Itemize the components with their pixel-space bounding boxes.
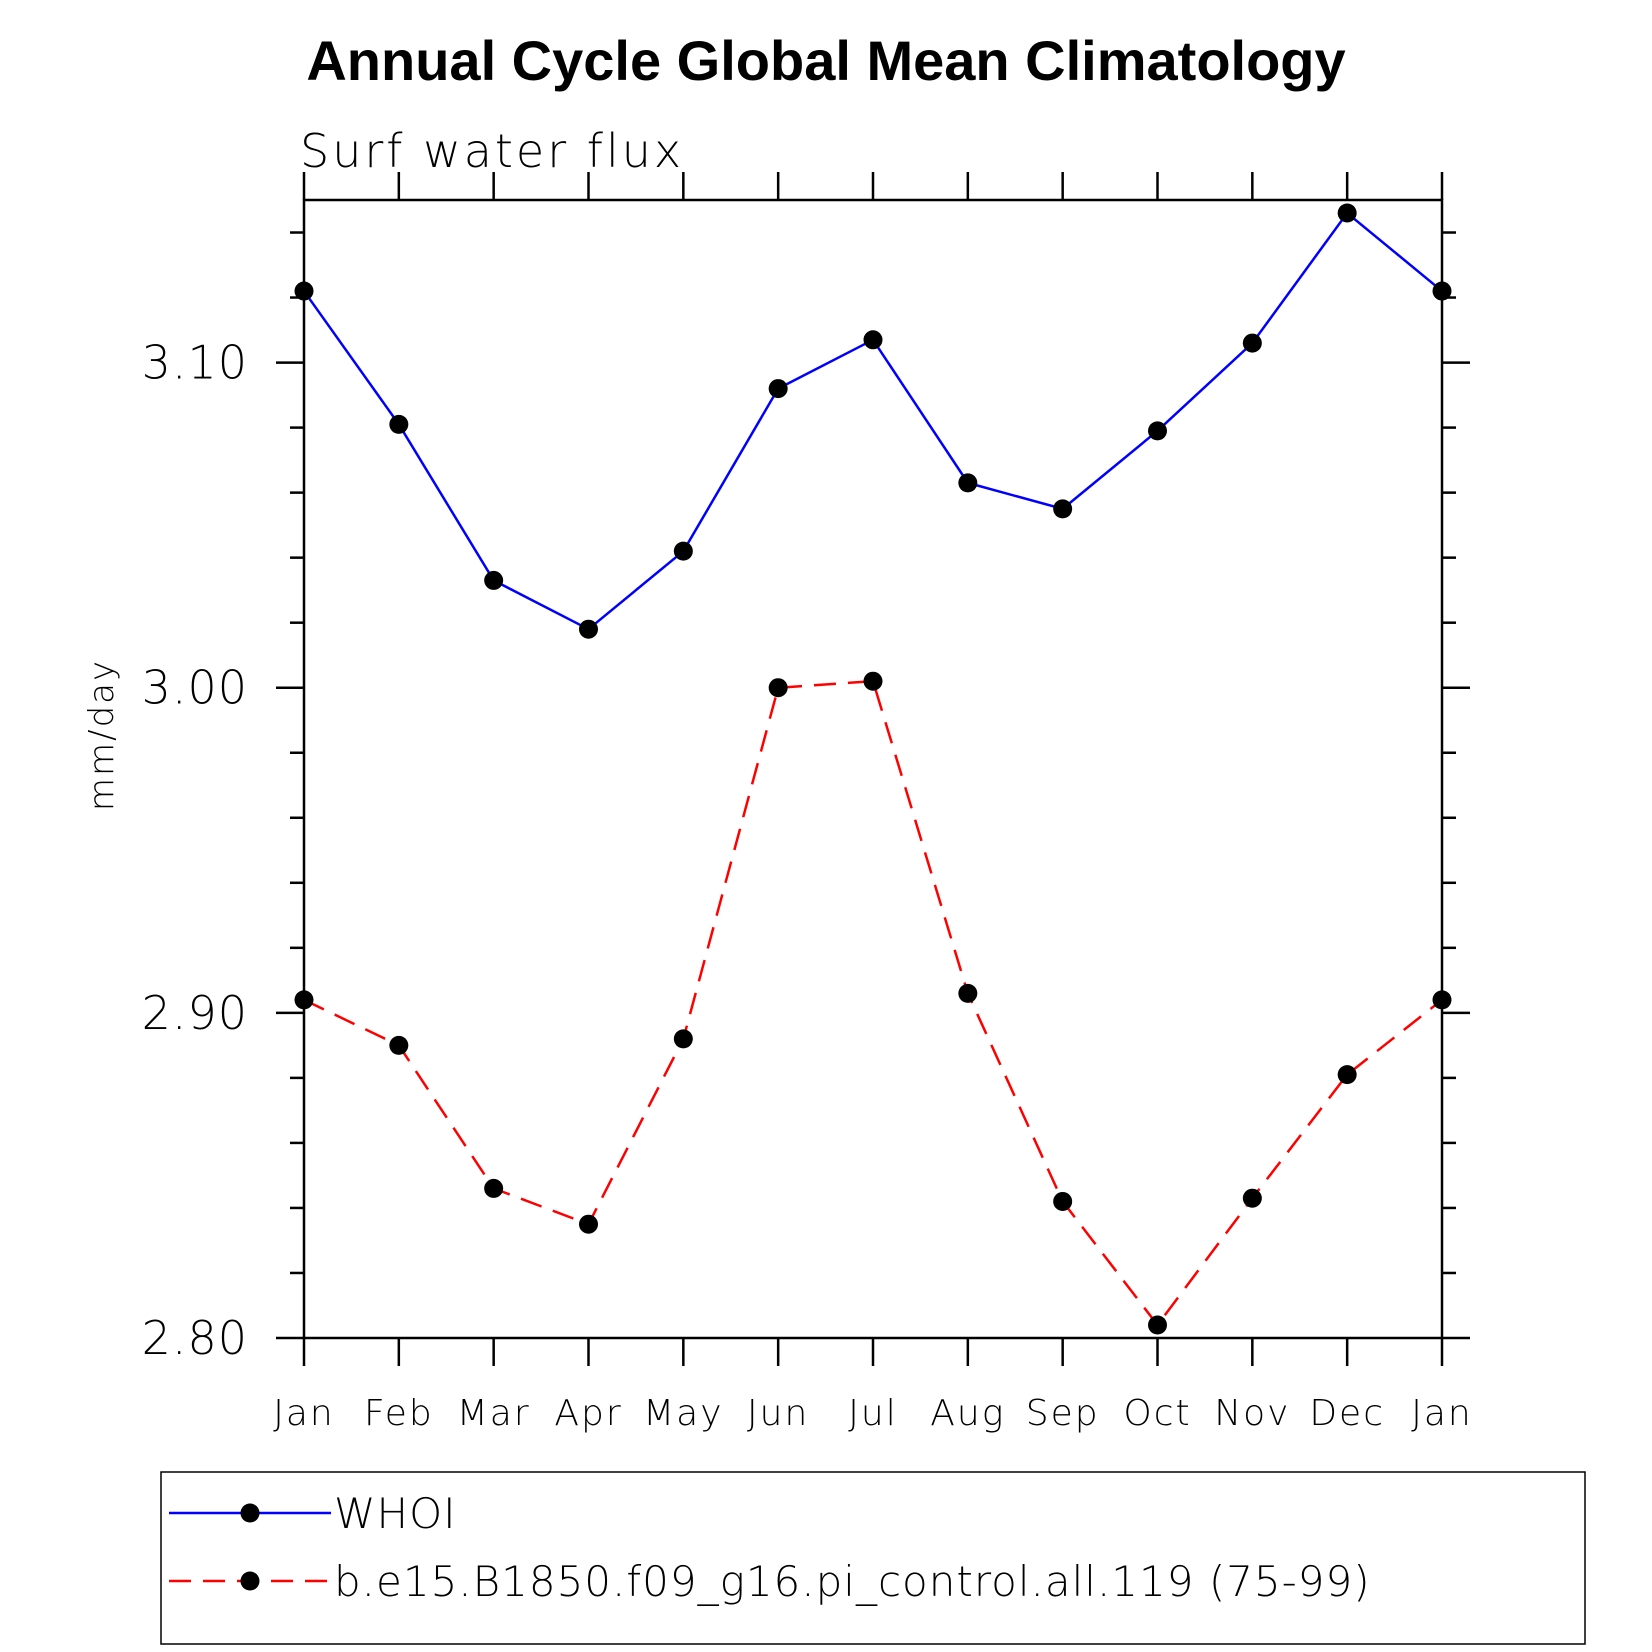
data-point [1242, 1188, 1262, 1208]
series-line-2 [303, 679, 1443, 1328]
data-point [1053, 1191, 1073, 1211]
data-point [1148, 1315, 1167, 1335]
y-tick-label: 2.80 [142, 1311, 248, 1365]
data-point [389, 414, 409, 434]
data-point [863, 330, 883, 350]
tick-labels: Jan Feb Mar Apr May Jun Jul Aug Sep Oct Nov Dec Jan 2… [142, 336, 1473, 1434]
legend-label-2: b.e15.B1850.f09_g16.pi_control.all.119 (… [334, 1557, 1371, 1606]
data-point [673, 1029, 693, 1049]
x-tick-label: Oct [1123, 1393, 1191, 1434]
legend-label-1: WHOI [334, 1489, 457, 1538]
series-line-1 [302, 211, 1443, 631]
x-tick-label: Jun [747, 1393, 809, 1434]
x-tick-label: May [643, 1393, 723, 1434]
data-point [1337, 203, 1357, 223]
x-tick-label: Aug [930, 1393, 1005, 1434]
x-tick-label: Jan [1411, 1393, 1473, 1434]
y-axis-label: mm/day [82, 659, 122, 811]
data-point [1053, 499, 1073, 519]
x-tick-label: Mar [457, 1393, 531, 1434]
x-tick-label: Dec [1309, 1393, 1385, 1434]
chart-title: Annual Cycle Global Mean Climatology [306, 29, 1345, 92]
data-point [958, 473, 978, 493]
data-point [579, 619, 598, 639]
data-point [389, 1035, 409, 1055]
data-point [1242, 333, 1262, 353]
plot-frame [302, 198, 1444, 1340]
legend-box [160, 1471, 1586, 1645]
y-tick-label: 3.10 [142, 336, 248, 390]
x-tick-label: Sep [1026, 1393, 1100, 1434]
x-tick-label: Jul [848, 1393, 897, 1434]
data-point [484, 570, 504, 590]
x-tick-label: Nov [1214, 1393, 1290, 1434]
data-point [863, 671, 883, 691]
data-point [958, 983, 978, 1003]
chart-subtitle: Surf water flux [300, 124, 684, 178]
legend-marker-1 [240, 1503, 260, 1523]
legend: WHOI b.e15.B1850.f09_g16.pi_control.all.1… [160, 1471, 1586, 1645]
y-tick-label: 2.90 [142, 986, 248, 1040]
data-point [768, 678, 788, 698]
series-layer [294, 203, 1452, 1335]
data-point [579, 1214, 598, 1234]
data-point [1148, 421, 1167, 441]
x-tick-label: Apr [554, 1393, 622, 1434]
data-point [484, 1178, 504, 1198]
data-point [1337, 1065, 1357, 1085]
axis-ticks [276, 172, 1470, 1366]
data-point [768, 379, 788, 399]
x-tick-label: Feb [364, 1393, 434, 1434]
data-point [673, 541, 693, 561]
y-tick-label: 3.00 [142, 661, 248, 715]
x-tick-label: Jan [273, 1393, 335, 1434]
legend-marker-2 [240, 1571, 260, 1591]
